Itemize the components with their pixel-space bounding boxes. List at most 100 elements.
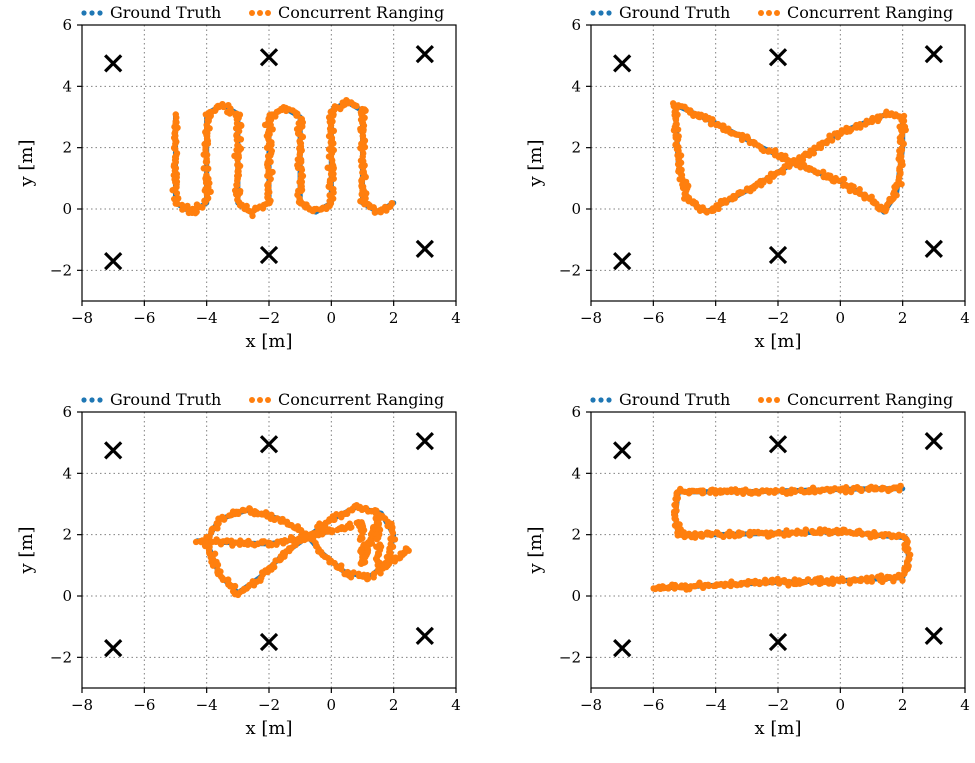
y-tick-label: 2 [62, 526, 72, 544]
anchor-marker [924, 45, 943, 64]
anchor-marker [768, 48, 788, 67]
anchor-stroke [415, 239, 434, 258]
x-tick-label: −2 [767, 696, 789, 714]
anchor-marker [768, 632, 788, 652]
concurrent-ranging-point [203, 533, 210, 541]
concurrent-ranging-point [834, 134, 842, 141]
concurrent-ranging-point [211, 550, 219, 557]
anchor-stroke [415, 45, 434, 64]
y-tick-label: 2 [571, 526, 581, 544]
anchor-marker [415, 626, 434, 645]
concurrent-ranging-point [850, 183, 857, 190]
concurrent-ranging-point [403, 545, 411, 553]
concurrent-ranging-point [360, 126, 367, 133]
concurrent-ranging-point [735, 529, 743, 536]
x-tick-label: 0 [327, 696, 337, 714]
concurrent-ranging-point [372, 555, 380, 562]
concurrent-ranging-point [757, 579, 764, 586]
concurrent-ranging-point [840, 577, 847, 585]
anchor-marker [104, 639, 123, 658]
concurrent-ranging-point [671, 102, 679, 110]
concurrent-ranging-point [227, 583, 234, 590]
x-tick-label: 4 [960, 696, 970, 714]
y-tick-label: 4 [62, 77, 72, 95]
concurrent-ranging-point [203, 172, 210, 179]
concurrent-ranging-point [858, 575, 865, 583]
legend-marker-ground-truth [590, 10, 596, 16]
concurrent-ranging-point [840, 175, 848, 183]
concurrent-ranging-point [786, 163, 793, 170]
concurrent-ranging-point [865, 486, 873, 493]
concurrent-ranging-point [773, 487, 781, 495]
legend-marker-concurrent-ranging [249, 10, 255, 16]
concurrent-ranging-point [376, 544, 383, 551]
x-tick-label: 4 [451, 309, 461, 327]
anchor-marker [613, 639, 632, 658]
y-axis-label: y [m] [525, 526, 546, 574]
x-tick-label: −2 [767, 309, 789, 327]
y-axis-label: y [m] [16, 139, 37, 187]
anchor-stroke [415, 432, 434, 451]
anchor-marker [613, 252, 632, 271]
concurrent-ranging-point [785, 582, 792, 589]
concurrent-ranging-point [312, 543, 320, 550]
concurrent-ranging-point [877, 572, 885, 579]
anchor-stroke [104, 252, 123, 271]
legend-marker-concurrent-ranging [774, 397, 780, 403]
anchor-stroke [613, 441, 632, 460]
concurrent-ranging-point [220, 514, 227, 522]
anchor-marker [768, 245, 788, 265]
concurrent-ranging-point [311, 205, 318, 213]
x-tick-label: −8 [580, 309, 602, 327]
concurrent-ranging-point [328, 528, 336, 536]
anchor-stroke [768, 48, 788, 67]
anchor-marker [768, 435, 788, 454]
anchor-stroke [924, 626, 943, 645]
concurrent-ranging-point [690, 112, 697, 119]
concurrent-ranging-point [870, 529, 878, 536]
anchor-marker [259, 48, 279, 67]
concurrent-ranging-point [899, 122, 906, 130]
legend-label-concurrent-ranging: Concurrent Ranging [787, 3, 953, 22]
x-tick-label: 2 [389, 309, 399, 327]
grid [590, 24, 966, 301]
legend-label-concurrent-ranging: Concurrent Ranging [278, 390, 444, 409]
anchors [104, 432, 434, 658]
y-axis-label: y [m] [16, 526, 37, 574]
anchor-marker [104, 441, 123, 460]
x-tick-label: 2 [389, 696, 399, 714]
concurrent-ranging-point [745, 530, 753, 537]
x-tick-label: 4 [960, 309, 970, 327]
anchor-stroke [613, 252, 632, 271]
legend-marker-ground-truth [81, 397, 87, 403]
anchor-stroke [415, 626, 434, 645]
legend-marker-ground-truth [89, 10, 95, 16]
y-tick-label: 0 [571, 200, 581, 218]
concurrent-ranging-point [862, 121, 869, 128]
legend-marker-ground-truth [89, 397, 95, 403]
anchor-marker [259, 245, 279, 265]
concurrent-ranging-point [872, 484, 879, 491]
legend-marker-concurrent-ranging [249, 397, 255, 403]
x-axis-label: x [m] [246, 331, 293, 352]
concurrent-ranging-point [350, 569, 357, 576]
y-tick-label: −2 [50, 648, 72, 666]
y-tick-label: 6 [571, 403, 581, 421]
anchors [104, 45, 434, 271]
concurrent-ranging-point [249, 212, 256, 220]
anchors [613, 45, 943, 271]
concurrent-ranging-point [769, 576, 776, 584]
concurrent-ranging-point [355, 570, 362, 578]
concurrent-ranging-point [234, 156, 241, 163]
x-tick-label: 0 [836, 309, 846, 327]
concurrent-ranging-point [846, 187, 854, 195]
concurrent-ranging-point [861, 195, 868, 202]
concurrent-ranging-point [882, 111, 890, 119]
concurrent-ranging-point [273, 541, 280, 548]
concurrent-ranging-point [864, 530, 871, 537]
concurrent-ranging-point [246, 505, 254, 512]
concurrent-ranging-point [294, 111, 301, 119]
anchor-stroke [613, 639, 632, 658]
x-tick-label: −4 [196, 696, 218, 714]
y-tick-label: 4 [571, 464, 581, 482]
